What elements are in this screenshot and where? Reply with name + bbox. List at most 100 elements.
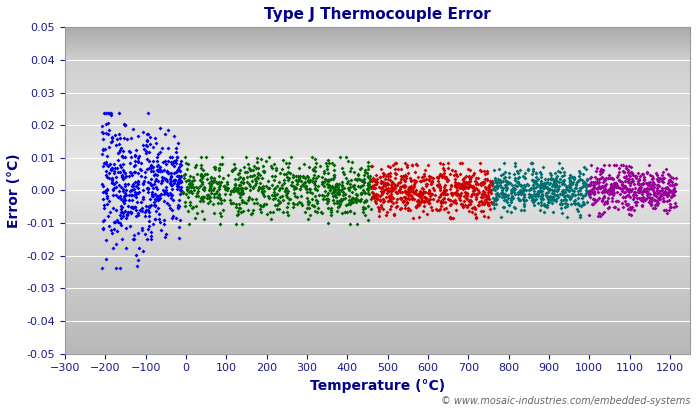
Point (358, 206, 369, 212)
Point (660, 190, 671, 196)
Point (125, 149, 136, 156)
Point (300, 175, 311, 182)
Point (484, 188, 495, 195)
Point (383, 162, 394, 169)
Point (121, 212, 132, 218)
Point (402, 186, 413, 193)
Point (445, 197, 456, 204)
Point (347, 199, 358, 205)
Point (339, 209, 351, 215)
Point (325, 208, 337, 215)
Point (402, 163, 413, 170)
Point (543, 195, 554, 202)
Point (127, 187, 138, 193)
Point (580, 184, 591, 190)
Point (446, 167, 457, 174)
Point (98, 226, 109, 233)
Point (369, 177, 380, 184)
Point (98, 182, 109, 189)
Point (617, 188, 628, 195)
Point (185, 184, 197, 191)
Point (664, 189, 675, 195)
Point (256, 175, 268, 182)
Point (415, 198, 426, 205)
Point (333, 189, 344, 195)
Point (539, 176, 551, 183)
Point (319, 179, 330, 185)
Point (517, 188, 528, 195)
Point (487, 178, 498, 184)
Point (412, 191, 423, 197)
Point (464, 173, 475, 180)
Point (151, 193, 162, 200)
Point (661, 166, 672, 172)
Point (522, 166, 533, 173)
Point (564, 177, 575, 184)
Point (569, 175, 580, 181)
Point (247, 177, 258, 184)
Point (213, 186, 224, 192)
Point (136, 173, 147, 179)
Point (328, 192, 339, 199)
Point (378, 181, 389, 187)
Point (524, 192, 535, 199)
Point (310, 156, 321, 162)
Point (277, 208, 289, 215)
Point (594, 213, 605, 220)
Point (282, 169, 293, 175)
Point (250, 180, 261, 186)
Point (367, 163, 378, 169)
Point (323, 176, 335, 183)
Point (358, 199, 369, 205)
Point (126, 197, 137, 203)
Point (426, 191, 437, 197)
Point (116, 208, 127, 215)
Point (549, 179, 560, 185)
Point (130, 152, 141, 158)
Point (240, 154, 252, 160)
Point (414, 194, 425, 201)
Point (632, 180, 643, 187)
Point (403, 186, 414, 193)
Point (530, 178, 542, 184)
Point (294, 173, 305, 180)
Point (457, 182, 468, 189)
Point (638, 188, 649, 195)
Point (344, 201, 355, 208)
Point (282, 204, 293, 211)
Point (443, 165, 454, 171)
Point (337, 179, 348, 185)
Point (398, 182, 409, 188)
Point (625, 163, 636, 170)
Point (348, 181, 360, 188)
Point (549, 187, 560, 193)
Point (179, 154, 190, 160)
Point (628, 189, 639, 195)
Point (551, 181, 562, 187)
Point (625, 211, 636, 218)
Point (174, 175, 185, 182)
Point (424, 188, 435, 194)
Point (366, 184, 377, 191)
Point (631, 195, 643, 201)
Point (133, 188, 144, 195)
Point (416, 195, 427, 201)
Point (189, 177, 200, 184)
Point (387, 184, 398, 190)
Point (373, 206, 384, 213)
Point (245, 183, 256, 190)
Point (466, 173, 477, 180)
Point (302, 195, 313, 201)
Point (527, 197, 538, 204)
Point (451, 186, 462, 193)
Point (160, 176, 171, 182)
Point (296, 178, 307, 185)
Point (387, 195, 398, 202)
Point (237, 176, 248, 182)
Point (346, 189, 358, 196)
Point (227, 168, 238, 175)
Point (162, 189, 173, 196)
Point (519, 197, 530, 204)
Point (382, 185, 393, 191)
Point (132, 157, 144, 164)
